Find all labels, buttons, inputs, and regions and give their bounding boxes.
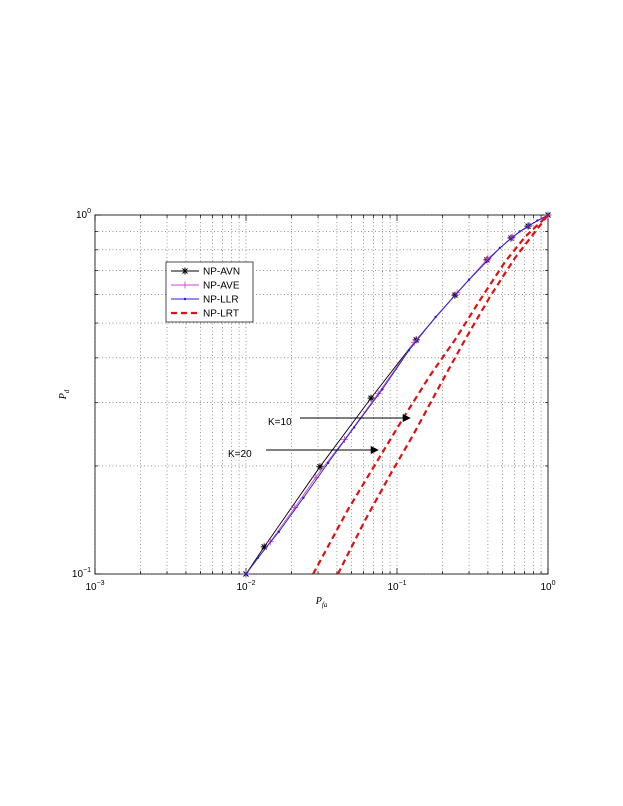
- legend-marker: [183, 297, 187, 301]
- y-tick-label: 10−1: [72, 567, 91, 580]
- dot-marker: [277, 530, 281, 534]
- star-marker: [260, 543, 268, 551]
- x-tick-label: 10−2: [236, 580, 255, 593]
- x-axis-label: Pfa: [315, 596, 328, 609]
- dot-marker: [536, 219, 539, 222]
- legend-label: NP-AVE: [203, 281, 240, 292]
- series-line: [312, 214, 549, 575]
- legend-label: NP-LLR: [203, 295, 239, 306]
- plus-marker: [484, 255, 492, 263]
- dot-marker: [498, 246, 502, 250]
- plus-marker: [410, 338, 418, 346]
- legend-label: NP-LRT: [203, 309, 239, 320]
- star-marker: [316, 463, 324, 471]
- star-marker: [367, 394, 375, 402]
- y-axis-label: Pd: [58, 389, 71, 400]
- plus-marker: [341, 435, 349, 443]
- dot-marker: [302, 496, 305, 500]
- x-tick-label: 10−3: [85, 580, 104, 593]
- annotation: K=10: [268, 417, 292, 428]
- legend-marker: [181, 281, 189, 289]
- annotation: K=20: [228, 449, 252, 460]
- series-line: [336, 214, 549, 575]
- dot-marker: [256, 556, 260, 559]
- dot-marker: [407, 349, 411, 352]
- y-tick-label: 100: [76, 208, 91, 221]
- legend-box: [165, 261, 254, 323]
- plot-frame: [94, 214, 549, 575]
- dot-marker: [518, 230, 521, 233]
- dot-marker: [244, 572, 248, 576]
- dot-marker: [467, 278, 471, 281]
- legend-marker: [181, 267, 189, 275]
- series-line: [245, 214, 549, 575]
- dot-marker: [326, 461, 330, 465]
- dot-marker: [381, 388, 384, 391]
- dot-marker: [352, 426, 356, 429]
- dot-marker: [434, 315, 437, 319]
- x-tick-label: 100: [540, 580, 555, 593]
- x-tick-label: 10−1: [387, 580, 406, 593]
- legend-label: NP-AVN: [203, 267, 240, 278]
- plus-marker: [374, 390, 382, 398]
